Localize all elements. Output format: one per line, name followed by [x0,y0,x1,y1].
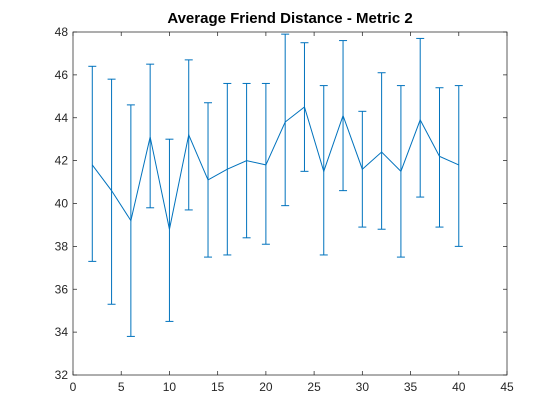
y-tick-label: 42 [55,154,69,168]
plot-box [72,31,508,376]
x-tick-label: 20 [259,380,273,394]
chart-title: Average Friend Distance - Metric 2 [167,10,412,27]
y-tick-label: 38 [55,239,69,253]
x-tick-label: 15 [211,380,225,394]
error-bar [454,85,463,247]
y-tick-label: 40 [55,197,69,211]
series-layer [91,106,459,230]
x-tick-label: 40 [452,380,466,394]
y-tick-label: 46 [55,68,69,82]
error-bar [88,65,97,262]
error-bar [107,78,116,305]
error-bars [88,33,463,337]
error-bar [146,63,155,209]
axes: 0 5 10 15 20 25 30 35 40 45 32 34 36 38 40 42 44 46 48 [55,25,514,394]
error-bar [377,72,386,230]
x-tick-label: 10 [163,380,177,394]
x-tick-label: 30 [356,380,370,394]
y-tick-label: 36 [55,282,69,296]
y-tick-label: 48 [55,25,69,39]
error-bar [435,87,444,228]
error-bar [165,138,174,322]
error-bar [281,33,290,207]
x-tick-label: 0 [70,380,77,394]
x-tick-label: 45 [500,380,514,394]
x-tick-label: 35 [404,380,418,394]
series-line [91,106,459,230]
y-tick-label: 34 [55,325,69,339]
x-tick-label: 25 [307,380,321,394]
y-tick-label: 44 [55,111,69,125]
x-tick-label: 5 [118,380,125,394]
error-bar [416,37,425,198]
y-tick-label: 32 [55,368,69,382]
